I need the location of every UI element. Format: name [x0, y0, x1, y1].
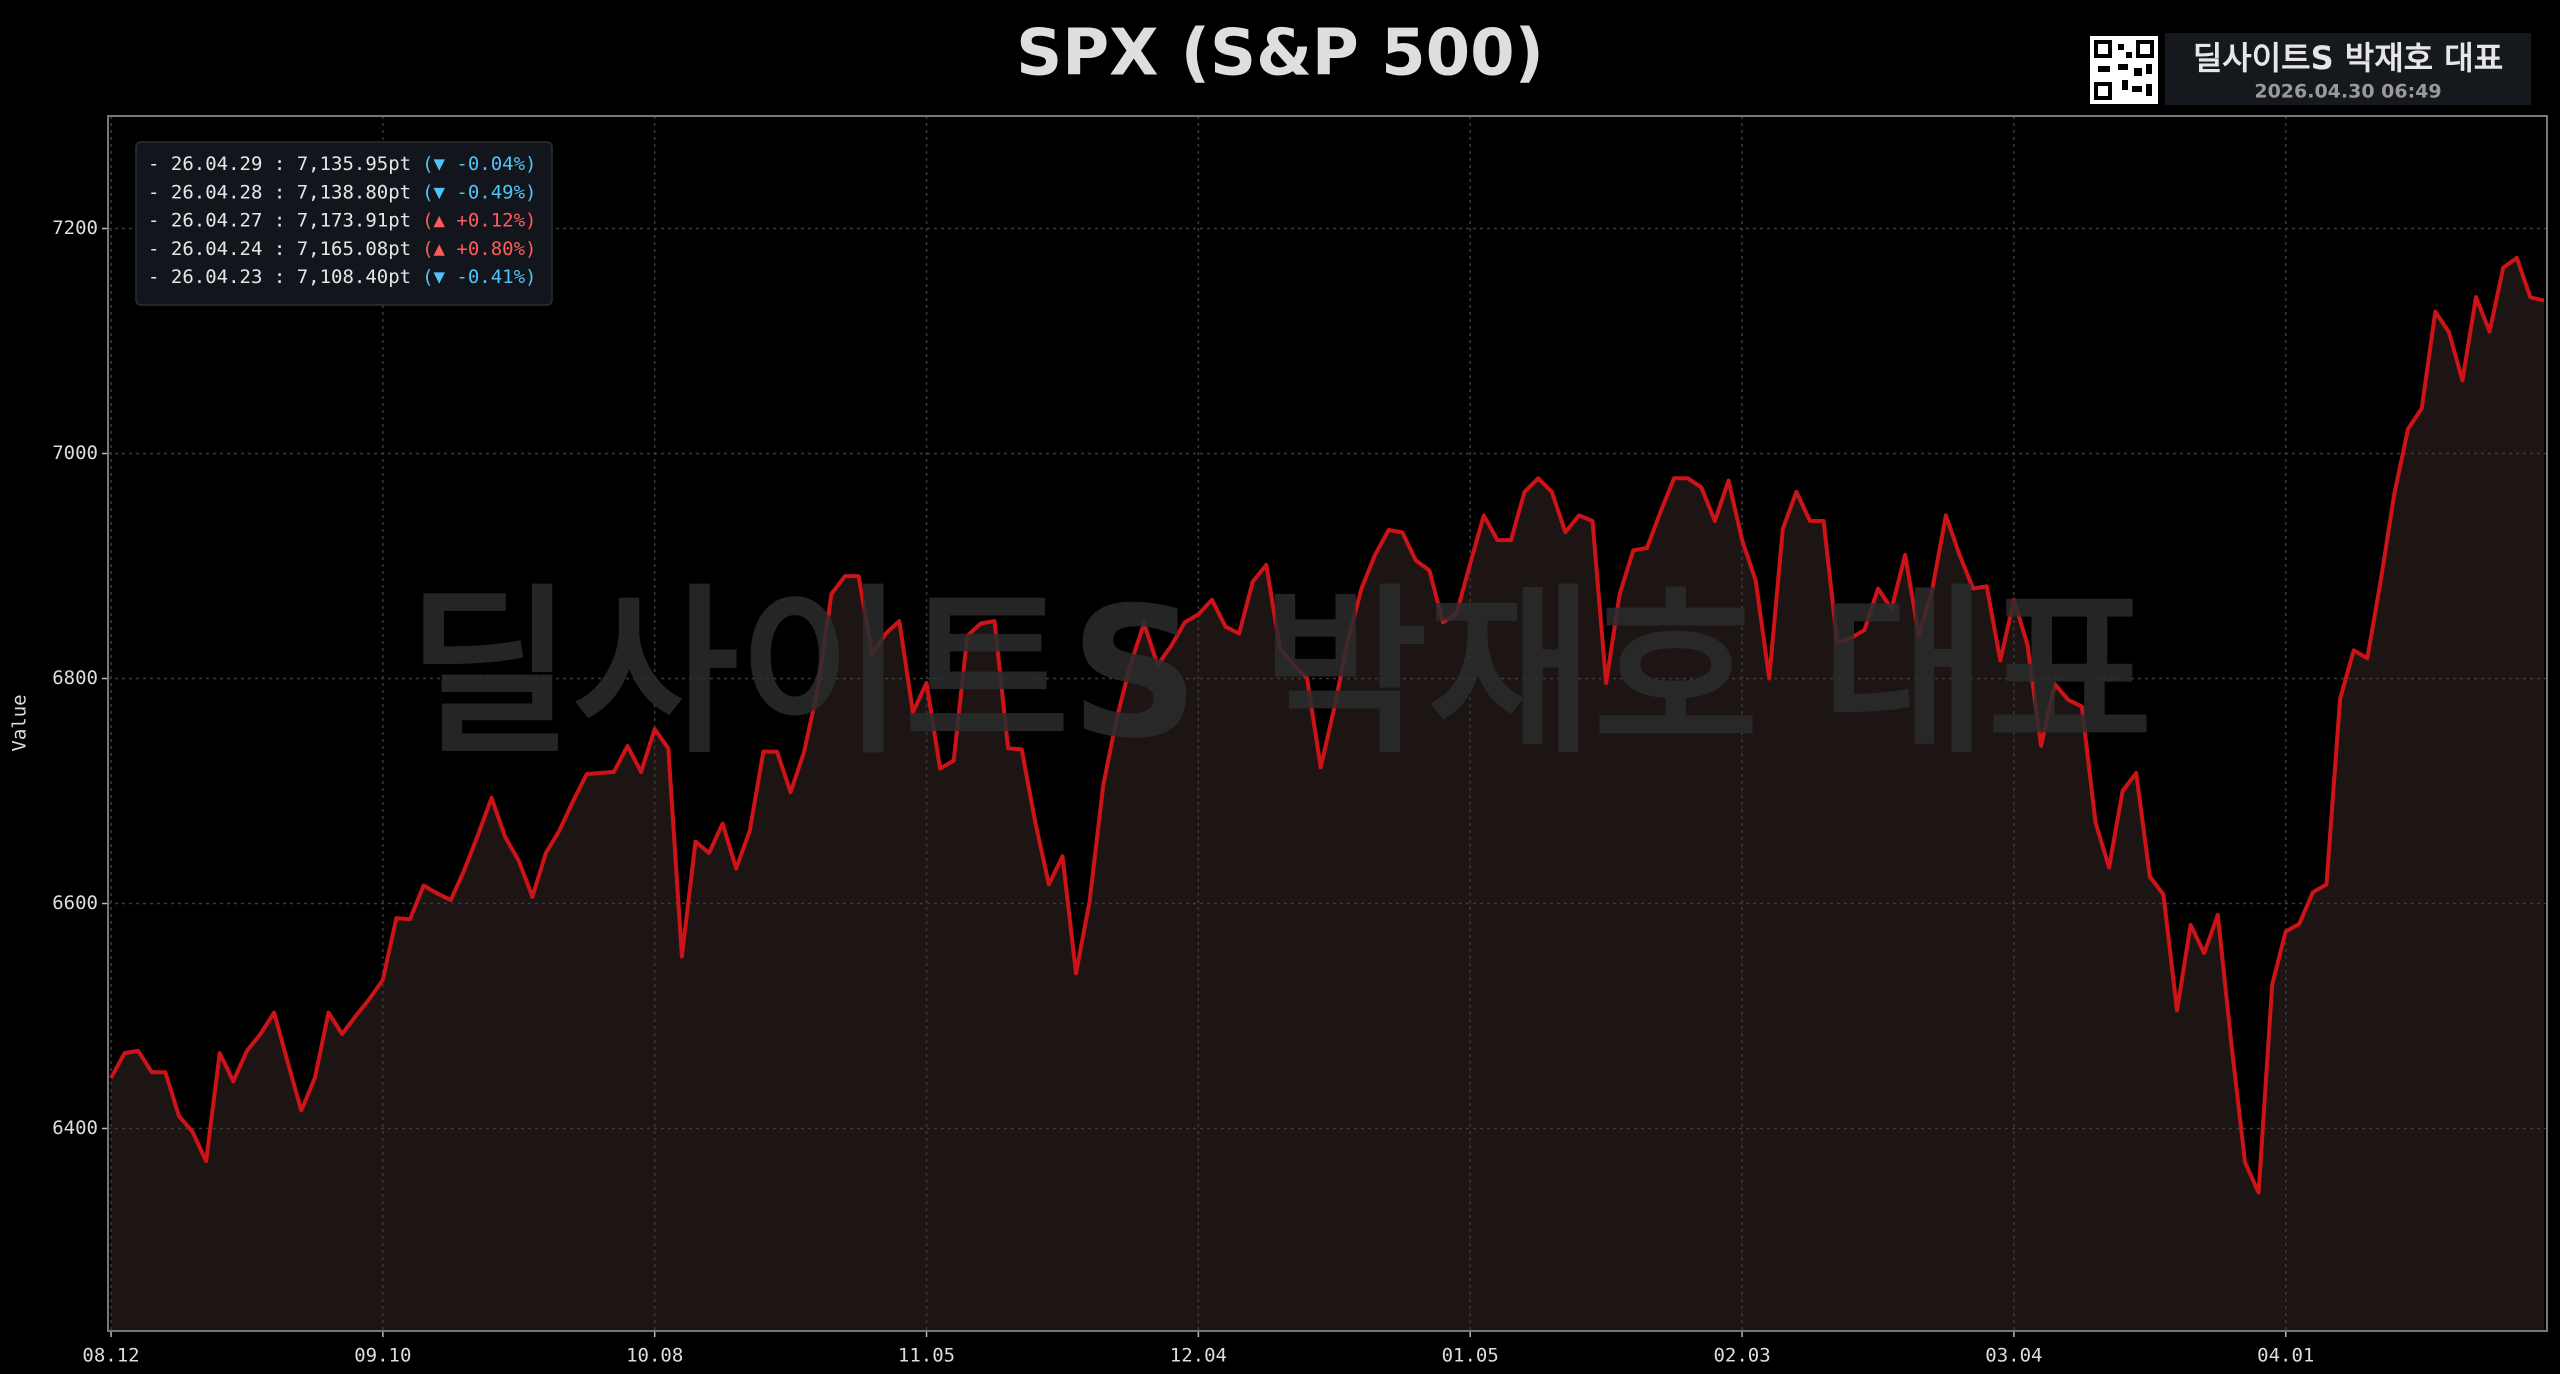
brand-box [2165, 33, 2531, 105]
x-tick-label: 03.04 [1985, 1345, 2042, 1367]
y-tick-label: 6400 [52, 1117, 98, 1139]
legend-date: - 26.04.27 : 7,173.91pt [148, 209, 411, 231]
legend-entry: - 26.04.27 : 7,173.91pt (▲ +0.12%) [148, 209, 537, 231]
timestamp: 2026.04.30 06:49 [2254, 81, 2441, 103]
legend-date: - 26.04.29 : 7,135.95pt [148, 153, 411, 175]
brand: 딜사이트S 박재호 대표 2026.04.30 06:49 [2090, 33, 2531, 105]
watermark: 딜사이트S 박재호 대표 [407, 569, 2152, 778]
legend-date: - 26.04.24 : 7,165.08pt [148, 237, 411, 259]
area-fill [111, 257, 2544, 1331]
x-tick-label: 01.05 [1442, 1345, 1499, 1367]
legend-change: (▼ -0.49%) [422, 181, 536, 203]
y-tick-label: 7000 [52, 442, 98, 464]
legend-change: (▼ -0.41%) [422, 266, 536, 288]
legend-entry: - 26.04.29 : 7,135.95pt (▼ -0.04%) [148, 153, 537, 175]
y-tick-label: 6800 [52, 667, 98, 689]
legend-change: (▼ -0.04%) [422, 153, 536, 175]
qr-pattern [2094, 40, 2154, 100]
price-line [109, 255, 2545, 1195]
legend-date: - 26.04.23 : 7,108.40pt [148, 266, 411, 288]
chart-title: SPX (S&P 500) [1016, 17, 1544, 91]
plot-frame [107, 115, 2548, 1332]
legend-entry: - 26.04.24 : 7,165.08pt (▲ +0.80%) [148, 237, 537, 259]
legend-entry: - 26.04.28 : 7,138.80pt (▼ -0.49%) [148, 181, 537, 203]
legend-box [135, 141, 553, 306]
y-tick-label: 7200 [52, 217, 98, 239]
x-tick-label: 04.01 [2257, 1345, 2314, 1367]
legend-change: (▲ +0.80%) [422, 237, 536, 259]
x-tick-label: 09.10 [354, 1345, 411, 1367]
y-axis-label: Value [9, 694, 31, 751]
y-tick-label: 6600 [52, 892, 98, 914]
legend-change: (▲ +0.12%) [422, 209, 536, 231]
x-tick-label: 11.05 [898, 1345, 955, 1367]
x-tick-label: 12.04 [1170, 1345, 1227, 1367]
x-tick-label: 02.03 [1713, 1345, 1770, 1367]
brand-name: 딜사이트S 박재호 대표 [2193, 39, 2503, 77]
legend-date: - 26.04.28 : 7,138.80pt [148, 181, 411, 203]
legend-entry: - 26.04.23 : 7,108.40pt (▼ -0.41%) [148, 266, 537, 288]
x-tick-label: 10.08 [626, 1345, 683, 1367]
legend: - 26.04.29 : 7,135.95pt (▼ -0.04%)- 26.04… [135, 141, 553, 306]
x-tick-label: 08.12 [82, 1345, 139, 1367]
